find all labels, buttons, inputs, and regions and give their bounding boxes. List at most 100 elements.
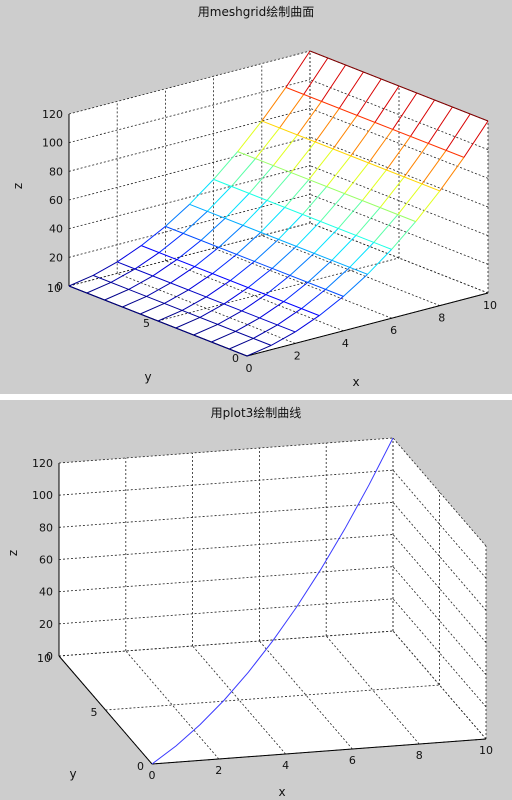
y-tick-label: 5 [91, 706, 98, 719]
z-tick-label: 60 [39, 554, 53, 567]
back-wall-xz [59, 438, 393, 656]
surface-mesh-segment [368, 129, 394, 164]
z-tick-label: 40 [39, 586, 53, 599]
surface-mesh-segment [213, 151, 239, 180]
surface-mesh-segment [410, 99, 436, 137]
surface-mesh-segment [189, 203, 368, 275]
x-tick-label: 0 [246, 362, 253, 375]
surface-mesh-segment [218, 224, 244, 248]
surface-mesh-segment [255, 127, 280, 159]
surface-mesh-segment [200, 217, 226, 241]
surface-mesh-segment [254, 238, 279, 262]
surface-mesh-segment [415, 190, 441, 222]
surface-mesh-segment [421, 150, 447, 185]
surface-figure: 用meshgrid绘制曲面 0 2 4 6 8 10 0 5 10 0 20 40 60 80 100 120… [0, 0, 512, 394]
surface-mesh-segment [373, 214, 399, 243]
surface-mesh-segment [296, 101, 322, 136]
surface-mesh-segment [68, 285, 248, 357]
surface-mesh-segment [86, 281, 112, 294]
gridline-wall-z [68, 50, 311, 115]
x-tick-label: 2 [215, 764, 222, 777]
line3d-figure: 用plot3绘制曲线 0 2 4 6 8 10 0 5 10 0 20 40 60 80 100 120 x y z [0, 400, 512, 800]
surface-mesh-segment [331, 235, 357, 261]
y-tick-label: 5 [143, 317, 150, 330]
surface-mesh-segment [308, 148, 334, 180]
surface-mesh-segment [374, 85, 400, 123]
surface-mesh-segment [279, 94, 305, 129]
surface-mesh-segment [259, 301, 284, 319]
surface-mesh-segment [337, 200, 363, 229]
surface-mesh-segment [301, 289, 326, 309]
surface-mesh-segment [248, 165, 274, 194]
surface-mesh-segment [332, 115, 358, 150]
z-axis-label: z [6, 550, 20, 556]
surface-mesh-segment [206, 186, 232, 212]
surface-mesh-segment [92, 274, 272, 346]
surface-mesh-segment [356, 78, 382, 116]
z-tick-label: 80 [39, 521, 53, 534]
surface-mesh-segment [343, 273, 368, 297]
surface-mesh-segment [290, 141, 316, 173]
y-tick-label: 10 [47, 282, 61, 295]
surface-mesh-segment [246, 344, 272, 357]
floor-plane [59, 631, 486, 764]
z-axis-label: z [11, 183, 25, 189]
z-tick-label: 80 [49, 165, 63, 178]
surface-mesh-segment [367, 249, 392, 275]
surface-mesh-segment [237, 151, 416, 223]
gridline-wall-z [68, 136, 311, 201]
surface-mesh-segment [241, 294, 267, 312]
surface-mesh-segment [228, 337, 254, 350]
y-axis-label: y [69, 767, 76, 781]
y-tick-label: 0 [137, 760, 144, 773]
surface-mesh-segment [92, 261, 118, 276]
surface-mesh-segment [193, 323, 218, 336]
surface-mesh-segment [313, 228, 339, 254]
surface-mesh-segment [237, 120, 263, 152]
surface-mesh-segment [128, 275, 154, 290]
surface-mesh-segment [205, 280, 231, 298]
surface-mesh-segment [253, 324, 278, 339]
surface-mesh-segment [266, 172, 292, 201]
surface-mesh-segment [307, 259, 333, 283]
x-tick-label: 0 [149, 769, 156, 782]
x-tick-label: 10 [479, 744, 493, 757]
x-tick-label: 6 [390, 324, 397, 337]
z-tick-label: 40 [49, 223, 63, 236]
surface-mesh-segment [326, 155, 352, 187]
surface-mesh-segment [379, 176, 405, 208]
surface-mesh-segment [361, 169, 387, 201]
surface-mesh-segment [224, 193, 250, 219]
surface-mesh-segment [194, 247, 220, 267]
chart-title: 用plot3绘制曲线 [211, 405, 302, 420]
surface-mesh-segment [242, 200, 268, 226]
gridline-wall-z [68, 107, 311, 172]
y-tick-label: 10 [37, 652, 51, 665]
surface-mesh-segment [104, 288, 129, 301]
surface-mesh-segment [271, 245, 297, 269]
chart-title: 用meshgrid绘制曲面 [198, 4, 314, 19]
y-axis-label: y [144, 370, 151, 384]
surface-mesh-segment [213, 178, 392, 250]
surface-mesh-segment [236, 231, 262, 255]
gridline-wall-z [68, 222, 311, 287]
surface-mesh-segment [285, 50, 311, 88]
x-tick-label: 8 [438, 312, 445, 325]
y-tick-label: 0 [232, 352, 239, 365]
x-tick-label: 4 [342, 337, 349, 350]
surface-mesh-segment [265, 275, 291, 295]
surface-mesh-segment [303, 57, 329, 95]
line3d-series [151, 437, 394, 765]
surface-mesh-segment [223, 287, 249, 305]
surface-mesh-segment [211, 330, 236, 343]
surface-mesh-segment [284, 179, 310, 208]
surface-mesh-segment [141, 245, 320, 317]
surface-mesh-segment [231, 158, 256, 187]
x-axis-label: x [352, 375, 359, 389]
surface-mesh-segment [116, 245, 142, 263]
surface-mesh-segment [229, 261, 255, 281]
surface-mesh-segment [235, 317, 260, 332]
surface-mesh-segment [165, 203, 190, 227]
surface-mesh-segment [247, 268, 273, 288]
x-tick-label: 10 [483, 299, 497, 312]
